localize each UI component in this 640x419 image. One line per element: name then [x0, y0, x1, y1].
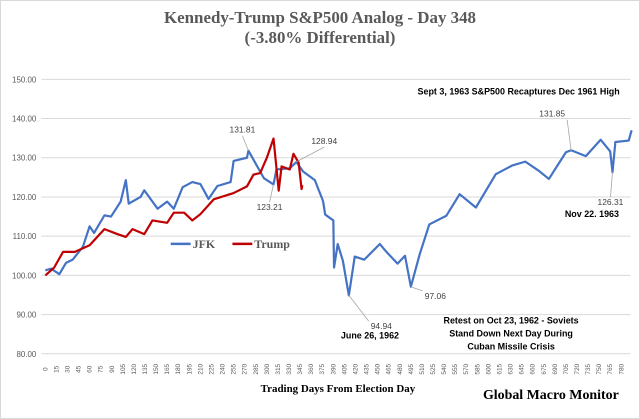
- data-label: 131.81: [230, 125, 256, 135]
- x-tick-label: 225: [208, 363, 215, 374]
- x-tick-label: 360: [308, 363, 315, 374]
- x-tick-label: 735: [585, 363, 592, 374]
- x-tick-label: 180: [175, 363, 182, 374]
- chart-subtitle: (-3.80% Differential): [245, 28, 396, 47]
- data-label: 126.31: [598, 197, 624, 207]
- x-tick-label: 555: [452, 363, 459, 374]
- series-line-trump: [44, 137, 304, 277]
- x-tick-label: 195: [186, 363, 193, 374]
- x-tick-label: 165: [164, 363, 171, 374]
- annotation-leader: [566, 119, 572, 151]
- annotation-leader: [348, 294, 370, 322]
- source-label: Global Macro Monitor: [483, 388, 619, 403]
- y-tick-label: 110.00: [13, 232, 37, 241]
- data-label: 123.21: [257, 202, 283, 212]
- y-tick-label: 90.00: [16, 311, 36, 320]
- x-tick-label: 150: [153, 363, 160, 374]
- x-tick-label: 345: [297, 363, 304, 374]
- x-tick-label: 615: [496, 363, 503, 374]
- x-tick-label: 720: [574, 363, 581, 374]
- y-tick-label: 150.00: [12, 75, 37, 84]
- x-tick-label: 60: [87, 365, 94, 373]
- x-tick-label: 465: [386, 363, 393, 374]
- x-tick-label: 300: [264, 363, 271, 374]
- x-axis-label: Trading Days From Election Day: [261, 383, 416, 395]
- x-tick-label: 330: [286, 363, 293, 374]
- x-tick-label: 630: [508, 363, 515, 374]
- x-tick-label: 600: [485, 363, 492, 374]
- x-tick-label: 660: [530, 363, 537, 374]
- legend-trump: Trump: [254, 237, 290, 251]
- annotation-leader: [410, 286, 423, 292]
- x-tick-label: 240: [220, 363, 227, 374]
- note-june-1962: June 26, 1962: [341, 330, 399, 340]
- x-tick-label: 750: [596, 363, 603, 374]
- x-tick-label: 15: [53, 365, 60, 373]
- note-nov-1963: Nov 22. 1963: [565, 209, 619, 219]
- x-tick-label: 375: [319, 363, 326, 374]
- x-tick-label: 390: [330, 363, 337, 374]
- y-tick-label: 140.00: [12, 115, 37, 124]
- x-tick-label: 30: [64, 365, 71, 373]
- x-tick-label: 315: [275, 363, 282, 374]
- note-retest-3: Cuban Missile Crisis: [467, 341, 554, 351]
- x-tick-label: 495: [408, 363, 415, 374]
- x-tick-label: 675: [541, 363, 548, 374]
- x-tick-label: 405: [341, 363, 348, 374]
- y-tick-label: 80.00: [16, 350, 36, 359]
- annotation-leader: [610, 172, 613, 198]
- x-tick-label: 690: [552, 363, 559, 374]
- x-tick-label: 645: [519, 363, 526, 374]
- series-line-jfk: [45, 129, 633, 297]
- x-tick-label: 0: [42, 367, 49, 371]
- x-tick-label: 450: [375, 363, 382, 374]
- note-retest-2: Stand Down Next Day During: [449, 328, 573, 338]
- x-tick-label: 135: [142, 363, 149, 374]
- annotation-leader: [296, 146, 325, 163]
- annotation-leader: [269, 184, 274, 203]
- data-label: 94.94: [371, 321, 392, 331]
- chart-title: Kennedy-Trump S&P500 Analog - Day 348: [164, 8, 476, 27]
- x-tick-label: 540: [441, 363, 448, 374]
- annotation-leader: [242, 135, 249, 151]
- data-label: 128.94: [311, 136, 337, 146]
- x-tick-label: 270: [242, 363, 249, 374]
- x-tick-label: 45: [76, 365, 83, 373]
- x-tick-label: 420: [352, 363, 359, 374]
- x-tick-label: 255: [231, 363, 238, 374]
- x-tick-label: 765: [607, 363, 614, 374]
- note-retest-1: Retest on Oct 23, 1962 - Soviets: [444, 315, 579, 325]
- note-sept-1963: Sept 3, 1963 S&P500 Recaptures Dec 1961 …: [418, 87, 620, 97]
- data-label: 131.85: [539, 109, 565, 119]
- y-tick-label: 130.00: [12, 154, 37, 163]
- legend: JFK Trump: [170, 237, 290, 251]
- x-tick-label: 585: [474, 363, 481, 374]
- x-tick-label: 705: [563, 363, 570, 374]
- x-tick-label: 435: [364, 363, 371, 374]
- y-tick-label: 100.00: [12, 271, 37, 280]
- x-tick-label: 510: [419, 363, 426, 374]
- x-tick-label: 780: [618, 363, 625, 374]
- x-tick-label: 570: [463, 363, 470, 374]
- x-tick-label: 285: [253, 363, 260, 374]
- x-tick-label: 480: [397, 363, 404, 374]
- x-tick-label: 120: [131, 363, 138, 374]
- x-tick-label: 90: [109, 365, 116, 373]
- y-tick-label: 120.00: [12, 193, 37, 202]
- x-tick-label: 105: [120, 363, 127, 374]
- data-label: 97.06: [425, 291, 446, 301]
- x-tick-label: 525: [430, 363, 437, 374]
- x-tick-label: 75: [98, 365, 105, 373]
- x-tick-label: 210: [197, 363, 204, 374]
- legend-jfk: JFK: [193, 237, 216, 251]
